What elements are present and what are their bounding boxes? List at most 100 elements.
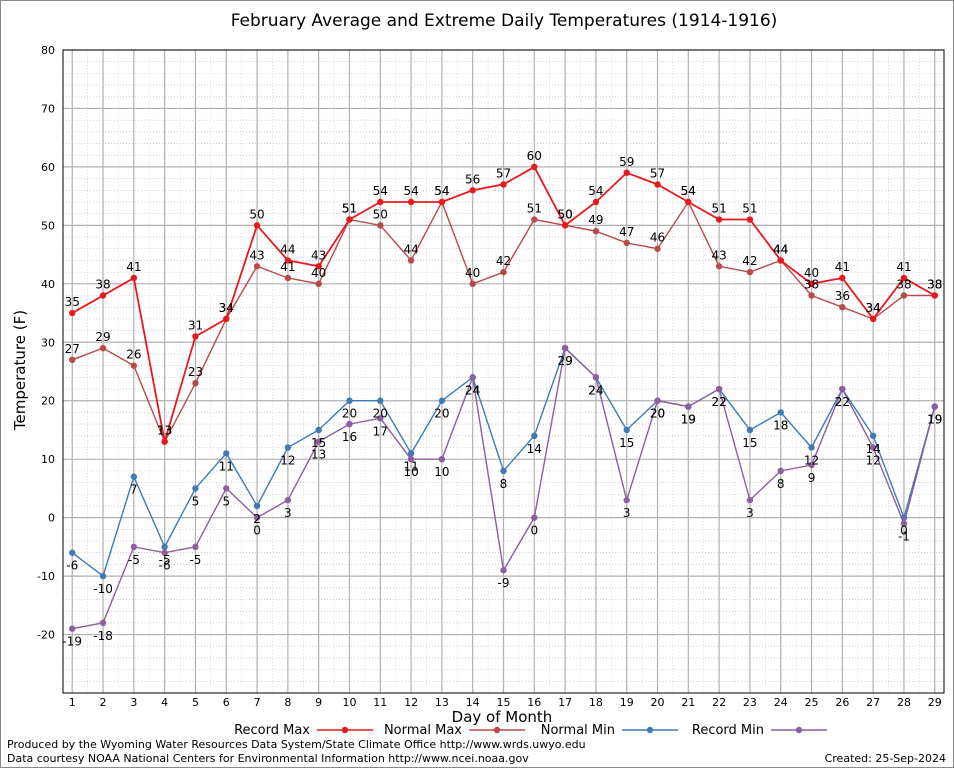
y-tick-label: 40 <box>41 278 55 291</box>
data-point <box>315 426 322 434</box>
data-point <box>623 169 630 176</box>
data-label: 12 <box>866 453 881 467</box>
data-point <box>377 222 384 229</box>
data-label: 17 <box>373 424 388 438</box>
data-label: 20 <box>650 407 665 421</box>
data-label: 50 <box>373 207 388 221</box>
data-label: 31 <box>188 318 203 332</box>
data-point <box>284 257 292 264</box>
data-label: 26 <box>126 348 141 362</box>
data-label: 14 <box>527 442 542 456</box>
data-label: 15 <box>619 436 634 450</box>
x-tick-label: 15 <box>497 696 511 709</box>
data-label: 14 <box>866 442 881 456</box>
data-point <box>715 385 723 393</box>
data-point <box>130 362 138 369</box>
data-label: 54 <box>434 184 449 198</box>
y-tick-label: 70 <box>41 102 55 115</box>
x-tick-label: 11 <box>373 696 387 709</box>
x-tick-label: 21 <box>681 696 695 709</box>
x-tick-label: 8 <box>284 696 291 709</box>
data-point <box>746 426 754 434</box>
data-point <box>808 280 815 288</box>
data-label: 42 <box>742 254 757 268</box>
legend-marker <box>493 726 501 734</box>
data-point <box>654 245 661 252</box>
data-point <box>900 274 908 282</box>
data-label: 20 <box>373 407 388 421</box>
x-tick-label: 27 <box>866 696 880 709</box>
data-label: 18 <box>773 418 788 432</box>
data-point <box>469 280 476 288</box>
data-label: -19 <box>62 635 82 649</box>
data-label: 44 <box>773 242 788 256</box>
data-label: 13 <box>157 424 172 438</box>
x-tick-label: 16 <box>527 696 541 709</box>
data-label: 8 <box>777 477 785 491</box>
data-label: 43 <box>311 248 326 262</box>
data-point <box>315 280 322 288</box>
data-label: 22 <box>711 395 726 409</box>
data-label: 19 <box>681 413 696 427</box>
data-point <box>377 415 384 422</box>
data-label: 3 <box>623 506 631 520</box>
data-label: 29 <box>95 330 110 344</box>
data-point <box>223 315 230 323</box>
data-label: -5 <box>159 553 171 567</box>
data-point <box>746 268 754 276</box>
x-tick-label: 2 <box>100 696 107 709</box>
data-point <box>592 228 600 235</box>
data-label: 20 <box>342 407 357 421</box>
data-point <box>531 432 538 439</box>
x-tick-label: 17 <box>558 696 572 709</box>
data-label: 46 <box>650 231 665 245</box>
data-label: 56 <box>465 172 480 186</box>
y-tick-label: 80 <box>41 44 55 57</box>
data-label: 54 <box>588 184 603 198</box>
y-tick-label: 10 <box>41 453 55 466</box>
data-point <box>746 496 754 504</box>
legend-label: Record Max <box>234 723 310 738</box>
data-point <box>531 514 538 521</box>
data-point <box>253 502 261 510</box>
data-label: 16 <box>342 430 357 444</box>
data-label: 38 <box>95 278 110 292</box>
x-tick-label: 18 <box>589 696 603 709</box>
x-tick-label: 6 <box>223 696 230 709</box>
data-point <box>777 467 784 475</box>
data-label: 19 <box>927 413 942 427</box>
data-point <box>161 549 168 556</box>
x-tick-label: 23 <box>743 696 757 709</box>
data-point <box>500 181 507 188</box>
data-point <box>253 222 261 229</box>
data-label: 43 <box>711 248 726 262</box>
data-point <box>284 274 292 282</box>
data-label: -1 <box>898 529 910 543</box>
data-label: 54 <box>403 184 418 198</box>
data-point <box>284 496 292 504</box>
data-point <box>623 426 630 434</box>
data-label: 15 <box>311 436 326 450</box>
data-label: 50 <box>557 207 572 221</box>
data-label: 60 <box>527 149 542 163</box>
y-tick-label: 50 <box>41 219 55 232</box>
data-point <box>531 216 538 223</box>
data-point <box>869 315 877 323</box>
data-label: 51 <box>342 202 357 216</box>
data-label: 40 <box>804 266 819 280</box>
data-label: 38 <box>927 278 942 292</box>
x-tick-label: 29 <box>928 696 942 709</box>
data-point <box>561 344 569 352</box>
data-point <box>346 216 353 223</box>
data-point <box>99 619 107 627</box>
data-point <box>130 274 138 282</box>
data-label: 10 <box>434 465 449 479</box>
data-label: 54 <box>434 184 449 198</box>
data-label: 35 <box>65 295 80 309</box>
data-point <box>438 455 446 463</box>
data-label: 49 <box>588 213 603 227</box>
data-label: 57 <box>650 166 665 180</box>
y-tick-label: 0 <box>48 512 55 525</box>
